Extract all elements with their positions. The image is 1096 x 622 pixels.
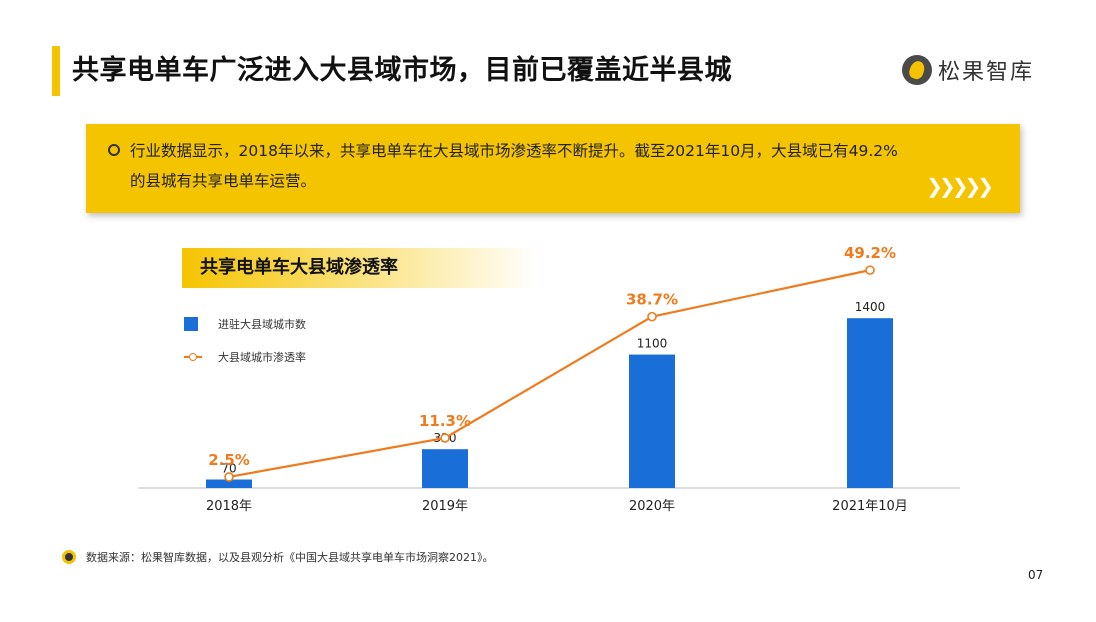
brand-logo: 松果智库 (902, 52, 1034, 88)
bar (629, 354, 675, 488)
page-number: 07 (1028, 568, 1044, 582)
logo-text: 松果智库 (938, 60, 1035, 85)
bar (847, 318, 893, 488)
chart-header-accent (182, 248, 186, 288)
info-line-1: 行业数据显示，2018年以来，共享电单车在大县域市场渗透率不断提升。截至2021… (130, 142, 898, 160)
bullet-icon (108, 144, 120, 156)
legend-bar-swatch (184, 317, 198, 331)
title-accent-bar (52, 46, 60, 96)
legend-line-label: 大县域城市渗透率 (218, 351, 306, 364)
series-line (228, 269, 871, 479)
line-value-label: 49.2% (844, 244, 896, 262)
x-tick-label: 2020年 (629, 499, 675, 514)
page-title: 共享电单车广泛进入大县域市场，目前已覆盖近半县城 (72, 55, 732, 86)
source-dot-icon (62, 550, 76, 564)
line-point (865, 265, 875, 275)
info-text: 行业数据显示，2018年以来，共享电单车在大县域市场渗透率不断提升。截至2021… (130, 136, 1010, 196)
info-box: 行业数据显示，2018年以来，共享电单车在大县域市场渗透率不断提升。截至2021… (86, 124, 1020, 213)
bar-value-label: 1400 (855, 300, 886, 314)
chart-header-background (182, 248, 538, 288)
x-tick-label: 2021年10月 (832, 499, 908, 514)
pinecone-logo-icon (902, 55, 932, 85)
source-text: 数据来源：松果智库数据，以及县观分析《中国大县域共享电单车市场洞察2021》。 (86, 551, 494, 564)
data-source: 数据来源：松果智库数据，以及县观分析《中国大县域共享电单车市场洞察2021》。 (62, 549, 494, 565)
legend-line-swatch (184, 350, 202, 364)
bar (206, 479, 252, 488)
line-value-label: 38.7% (626, 291, 678, 309)
line-point (440, 433, 450, 443)
info-line-2: 的县城有共享电单车运营。 (130, 172, 317, 190)
line-value-label: 2.5% (208, 451, 250, 469)
line-point (647, 311, 657, 322)
legend-bar-label: 进驻大县域城市数 (218, 318, 306, 331)
line-value-label: 11.3% (419, 412, 471, 430)
line-point (224, 472, 234, 482)
chevrons-right-icon: ❯❯❯❯❯ (926, 174, 994, 198)
legend-item-bar: 进驻大县域城市数 (184, 316, 306, 332)
x-tick-label: 2018年 (206, 499, 252, 514)
bar-value-label: 1100 (637, 337, 668, 351)
bar-value-label: 70 (221, 462, 236, 476)
chart-title: 共享电单车大县域渗透率 (200, 257, 398, 278)
legend-item-line: 大县域城市渗透率 (184, 349, 306, 365)
bar (422, 449, 468, 488)
x-tick-label: 2019年 (422, 499, 468, 514)
